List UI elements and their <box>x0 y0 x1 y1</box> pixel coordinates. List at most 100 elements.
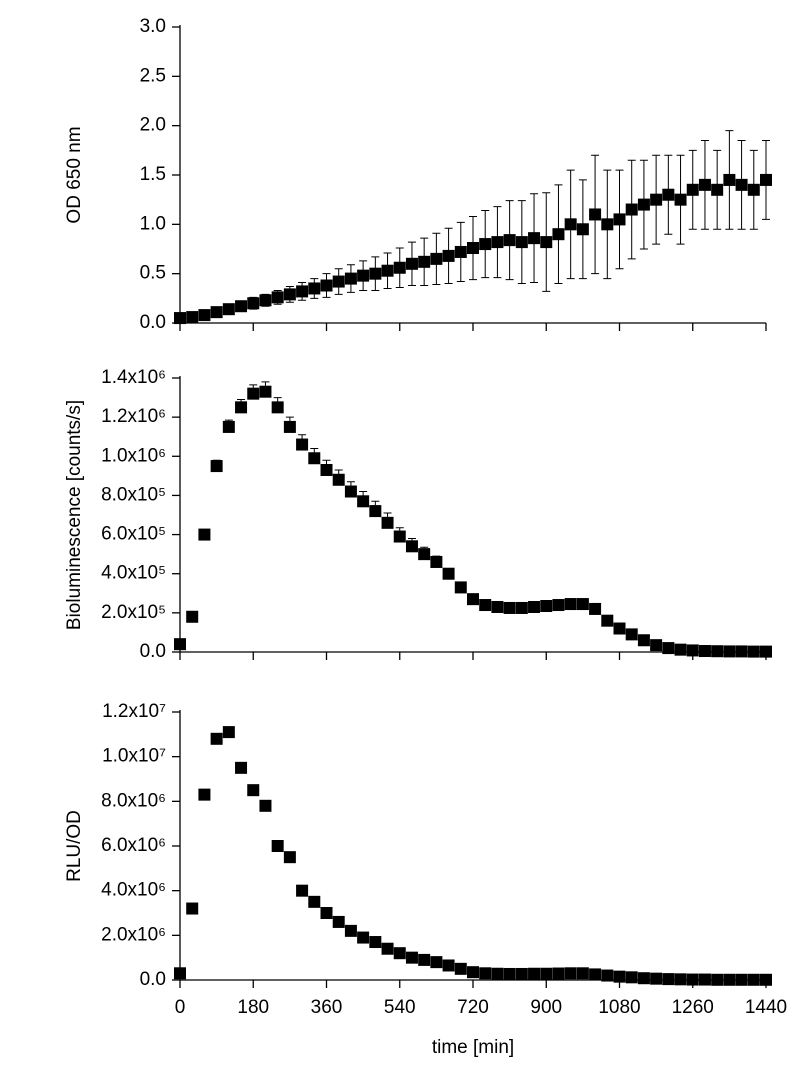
marker <box>552 599 565 612</box>
x-tick-label: 540 <box>384 997 416 1018</box>
y-tick-label: 8.0x10⁶ <box>101 790 166 811</box>
marker <box>576 223 589 236</box>
marker <box>723 645 736 658</box>
marker <box>467 966 479 979</box>
marker <box>393 261 406 274</box>
y-tick-label: 2.0x10⁶ <box>101 924 166 945</box>
marker <box>198 309 211 322</box>
marker <box>454 581 467 594</box>
marker <box>344 272 357 285</box>
marker <box>271 840 284 852</box>
marker <box>418 548 431 561</box>
marker <box>503 601 516 614</box>
marker <box>650 972 663 985</box>
marker <box>283 420 296 433</box>
y-tick-label: 4.0x10⁵ <box>101 563 166 584</box>
marker <box>418 953 431 966</box>
marker <box>344 485 357 498</box>
marker <box>723 173 736 186</box>
marker <box>247 784 260 797</box>
marker <box>637 972 650 985</box>
marker <box>711 645 724 658</box>
marker <box>259 799 272 812</box>
marker <box>747 183 760 196</box>
y-tick-label: 2.5 <box>140 65 166 86</box>
marker <box>698 973 711 986</box>
marker <box>576 598 589 611</box>
marker <box>405 257 418 270</box>
marker <box>686 183 699 196</box>
marker <box>198 788 211 801</box>
y-tick-label: 4.0x10⁶ <box>101 880 166 901</box>
marker <box>210 460 223 473</box>
marker <box>442 959 455 972</box>
marker <box>357 931 370 944</box>
marker <box>760 173 772 186</box>
y-tick-label: 0.0 <box>140 641 166 662</box>
marker <box>479 238 492 251</box>
marker <box>735 178 748 191</box>
marker <box>564 598 577 611</box>
marker <box>601 614 614 627</box>
marker <box>259 385 272 398</box>
marker <box>247 297 260 310</box>
y-tick-label: 3.0 <box>140 16 166 37</box>
marker <box>308 282 321 295</box>
y-tick-label: 8.0x10⁵ <box>101 484 166 505</box>
marker <box>210 732 223 745</box>
y-tick-label: 1.0x10⁶ <box>101 445 166 466</box>
y-axis-label: Bioluminescence [counts/s] <box>64 400 85 630</box>
marker <box>601 969 614 982</box>
marker <box>186 902 199 915</box>
marker <box>515 967 528 980</box>
marker <box>442 249 455 262</box>
x-tick-label: 1260 <box>672 997 714 1018</box>
marker <box>540 967 553 980</box>
marker <box>528 232 541 245</box>
marker <box>357 495 370 508</box>
marker <box>344 924 357 937</box>
marker <box>613 622 626 635</box>
marker <box>552 967 565 980</box>
marker <box>222 420 235 433</box>
marker <box>552 228 565 241</box>
marker <box>589 968 602 981</box>
marker <box>735 973 748 986</box>
marker <box>625 203 638 216</box>
marker <box>369 267 382 280</box>
marker <box>174 967 186 980</box>
marker <box>760 973 772 986</box>
marker <box>650 639 663 652</box>
marker <box>540 600 553 613</box>
y-tick-label: 0.0 <box>140 312 166 333</box>
marker <box>418 255 431 268</box>
marker <box>747 645 760 658</box>
marker <box>711 973 724 986</box>
marker <box>674 973 687 986</box>
marker <box>222 726 235 739</box>
y-tick-label: 2.0 <box>140 115 166 136</box>
marker <box>174 312 186 325</box>
marker <box>271 401 284 414</box>
marker <box>589 208 602 221</box>
marker <box>515 601 528 614</box>
marker <box>222 303 235 316</box>
marker <box>662 642 675 655</box>
marker <box>283 851 296 864</box>
marker <box>430 555 443 568</box>
marker <box>637 198 650 211</box>
marker <box>760 645 772 658</box>
marker <box>454 245 467 258</box>
marker <box>613 213 626 226</box>
marker <box>674 193 687 206</box>
marker <box>198 528 211 541</box>
marker <box>357 269 370 282</box>
marker <box>283 288 296 301</box>
marker <box>491 600 504 613</box>
marker <box>454 962 467 975</box>
marker <box>369 505 382 518</box>
marker <box>467 242 479 255</box>
marker <box>540 236 553 249</box>
marker <box>235 761 248 774</box>
